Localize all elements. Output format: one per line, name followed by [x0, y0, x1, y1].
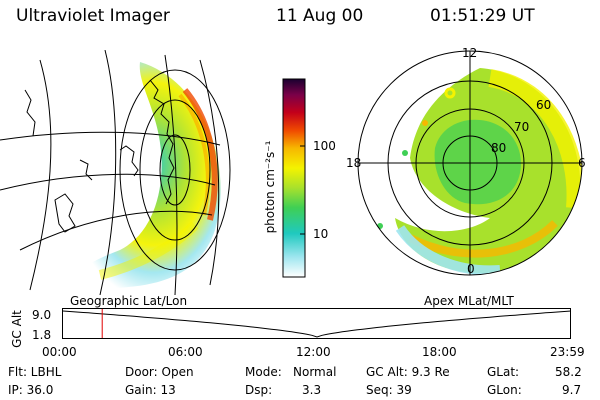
- gain-info: Gain: 13: [125, 383, 176, 397]
- time-label: 01:51:29 UT: [430, 6, 535, 26]
- x-tick-0000: 00:00: [42, 345, 77, 359]
- x-tick-2359: 23:59: [550, 345, 585, 359]
- mode-label: Mode:: [245, 365, 282, 379]
- y-tick-1-8: 1.8: [32, 328, 52, 342]
- colorbar-tick-100: 100: [313, 139, 336, 153]
- x-tick-1200: 12:00: [296, 345, 331, 359]
- date-label: 11 Aug 00: [276, 6, 364, 26]
- dsp-label: Dsp:: [245, 383, 273, 397]
- mlt-label-18: 18: [346, 156, 362, 170]
- filter-info: Flt: LBHL: [8, 365, 62, 379]
- ip-info: IP: 36.0: [8, 383, 54, 397]
- glat-label: GLat:: [487, 365, 520, 379]
- lat-label-80: 80: [491, 141, 507, 155]
- instrument-title: Ultraviolet Imager: [16, 6, 170, 26]
- color-bar: [282, 78, 306, 278]
- mlt-label-12: 12: [462, 46, 478, 60]
- geographic-label: Geographic Lat/Lon: [70, 294, 188, 308]
- gc-alt-info: GC Alt: 9.3 Re: [366, 365, 450, 379]
- y-axis-title: GC Alt: [9, 310, 24, 348]
- lat-label-60: 60: [536, 98, 552, 112]
- mode-value: Normal: [293, 365, 337, 379]
- apex-label: Apex MLat/MLT: [424, 294, 514, 308]
- mlt-label-6: 6: [578, 156, 586, 170]
- colorbar-tick-10: 10: [313, 227, 329, 241]
- mlt-label-0: 0: [467, 262, 475, 276]
- door-info: Door: Open: [125, 365, 194, 379]
- colorbar-unit-label: photon cm⁻²s⁻¹: [263, 140, 277, 234]
- x-tick-0600: 06:00: [168, 345, 203, 359]
- glon-label: GLon:: [487, 383, 522, 397]
- x-tick-1800: 18:00: [422, 345, 457, 359]
- altitude-timeline: [62, 308, 572, 339]
- glon-value: 9.7: [562, 383, 582, 397]
- polar-mlt-plot: [357, 50, 583, 276]
- glat-value: 58.2: [555, 365, 582, 379]
- seq-info: Seq: 39: [366, 383, 412, 397]
- lat-label-70: 70: [514, 120, 530, 134]
- dsp-value: 3.3: [302, 383, 322, 397]
- geographic-auroral-image: [0, 50, 231, 295]
- y-tick-9: 9.0: [32, 308, 52, 322]
